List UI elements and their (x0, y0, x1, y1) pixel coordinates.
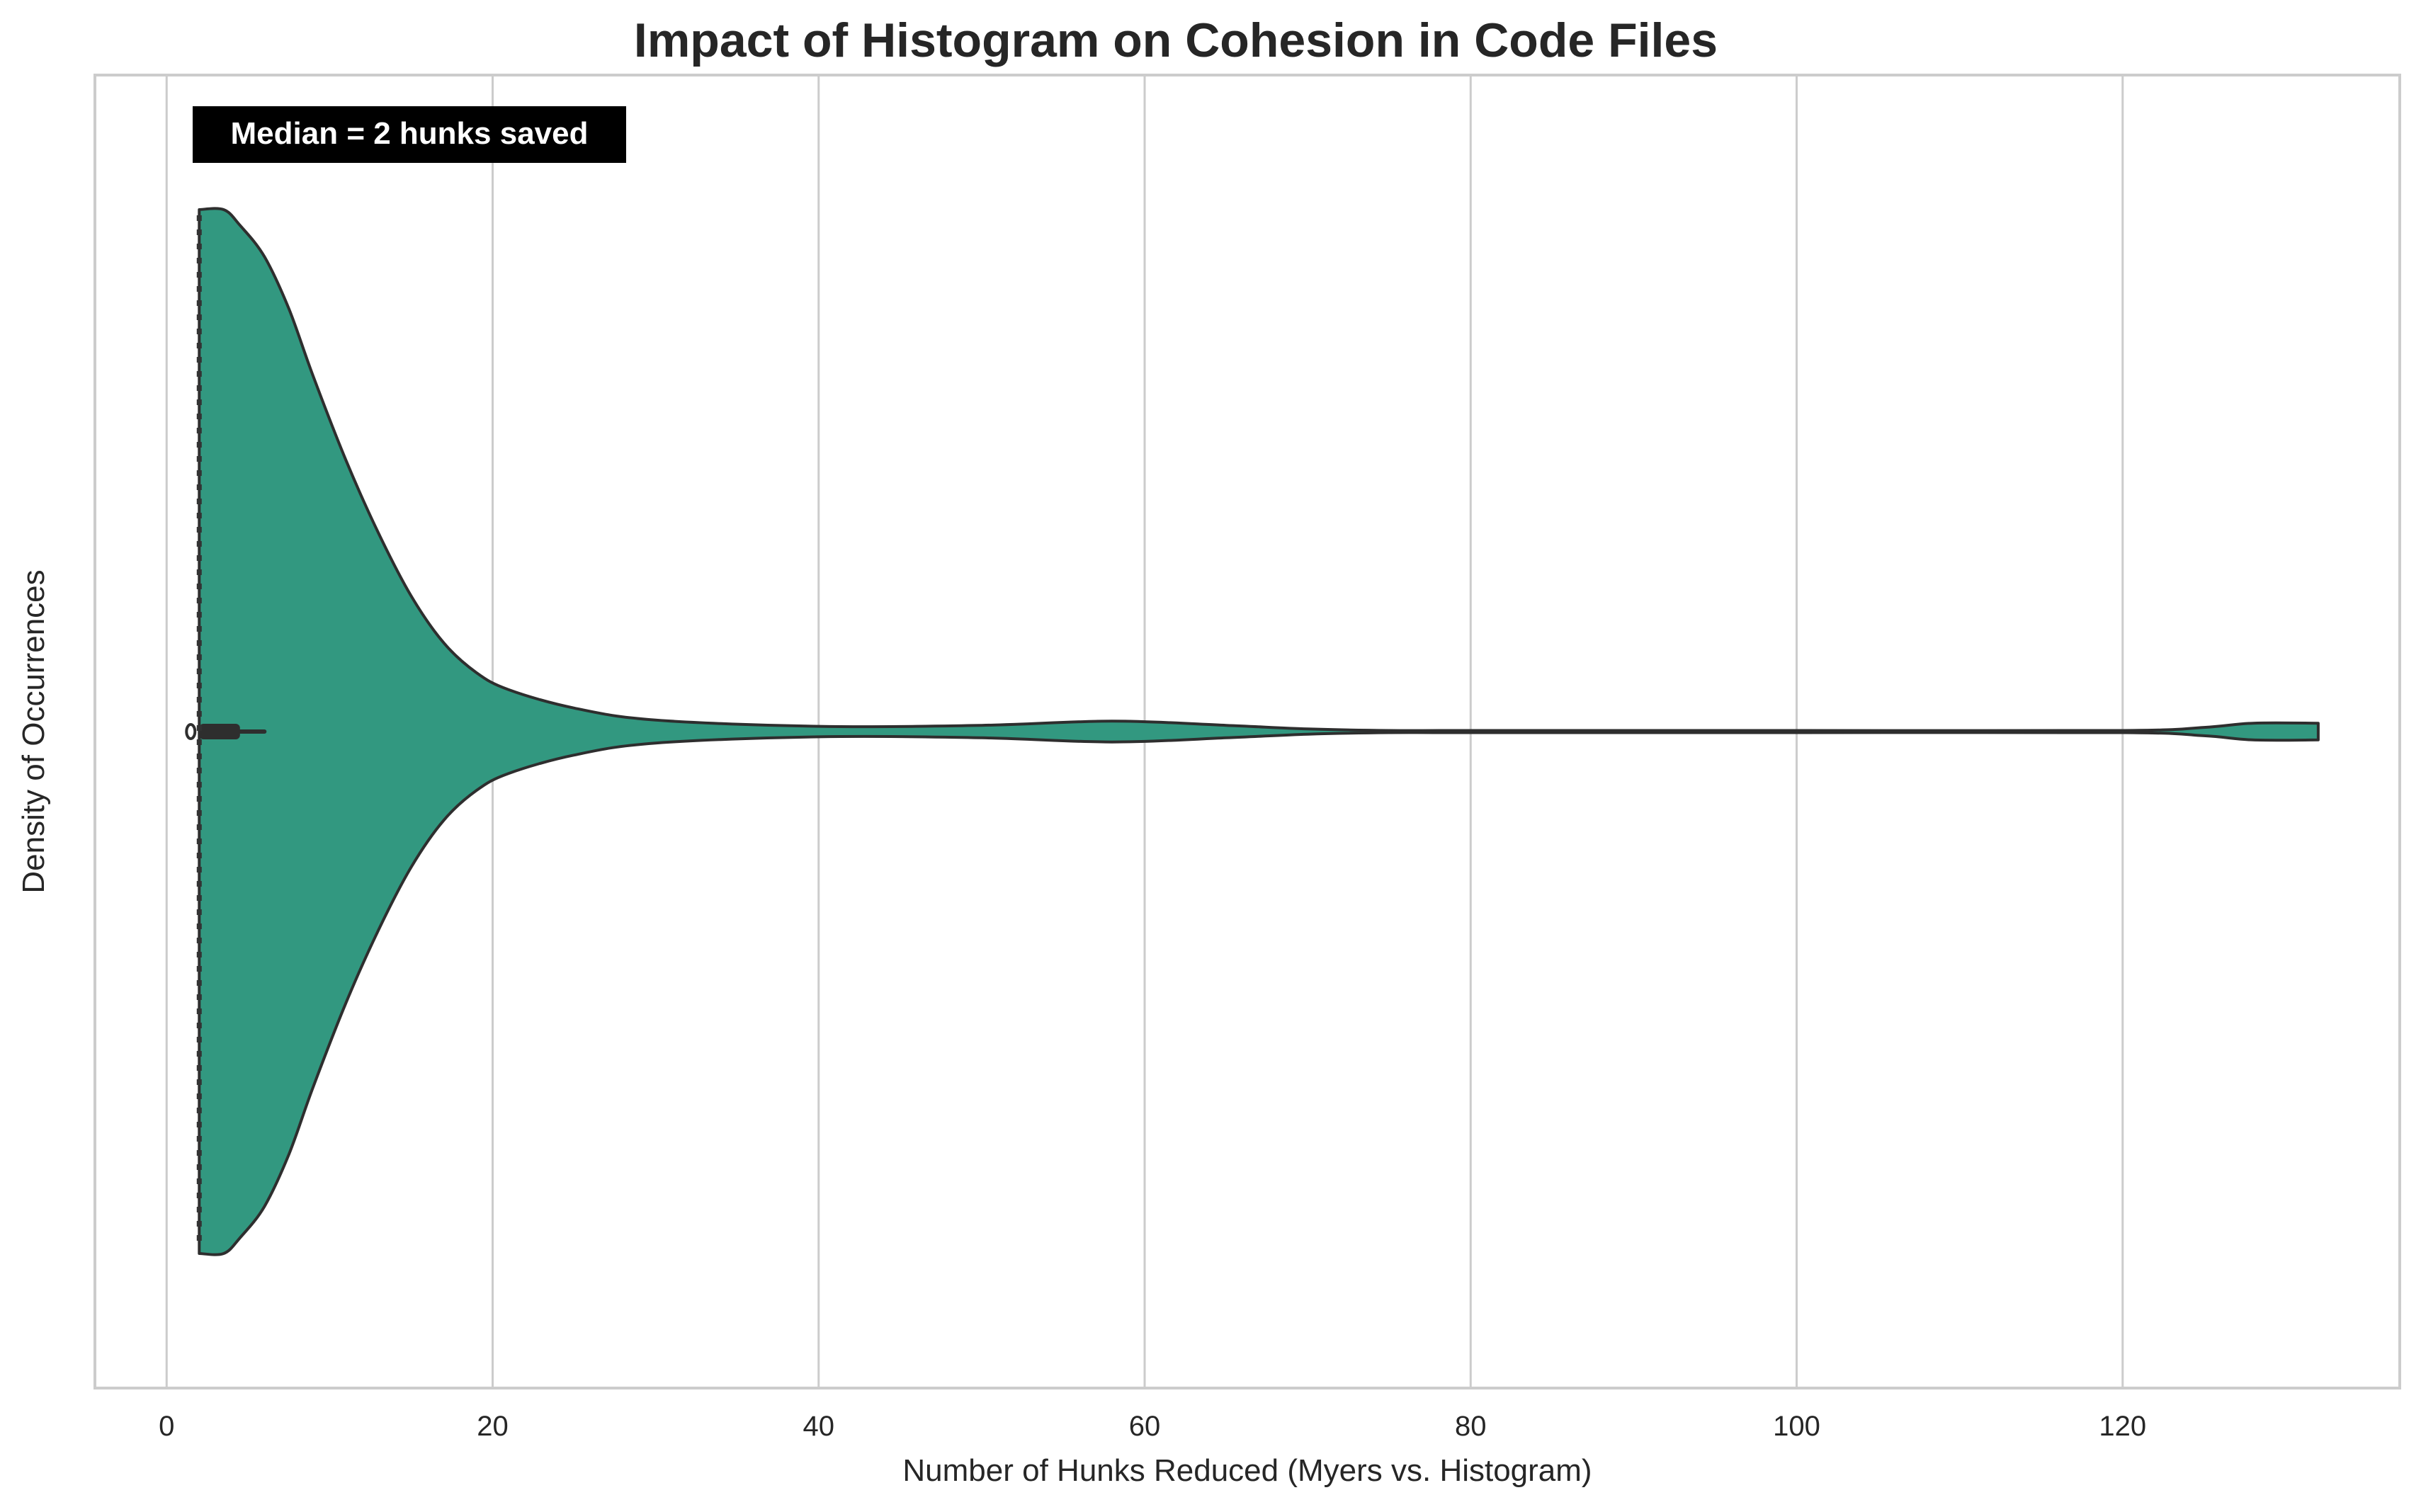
y-axis-label: Density of Occurrences (16, 569, 51, 893)
x-ticks: 0 20 40 60 80 100 120 (159, 1411, 2146, 1442)
violin-layer (185, 207, 2320, 1256)
x-tick-label: 100 (1773, 1411, 1820, 1442)
x-tick-label: 80 (1455, 1411, 1487, 1442)
x-tick-label: 40 (803, 1411, 835, 1442)
plot-frame (93, 74, 2401, 1389)
chart-title: Impact of Histogram on Cohesion in Code … (634, 13, 1718, 67)
median-annotation: Median = 2 hunks saved (231, 116, 589, 151)
box-iqr (199, 724, 240, 739)
median-annotation-box (193, 106, 626, 163)
x-axis-label: Number of Hunks Reduced (Myers vs. Histo… (902, 1453, 1592, 1488)
x-tick-label: 60 (1129, 1411, 1161, 1442)
violin-body (198, 207, 2320, 1256)
x-tick-label: 20 (477, 1411, 509, 1442)
x-tick-label: 0 (159, 1411, 174, 1442)
box-median-marker (185, 723, 197, 740)
x-tick-label: 120 (2099, 1411, 2146, 1442)
